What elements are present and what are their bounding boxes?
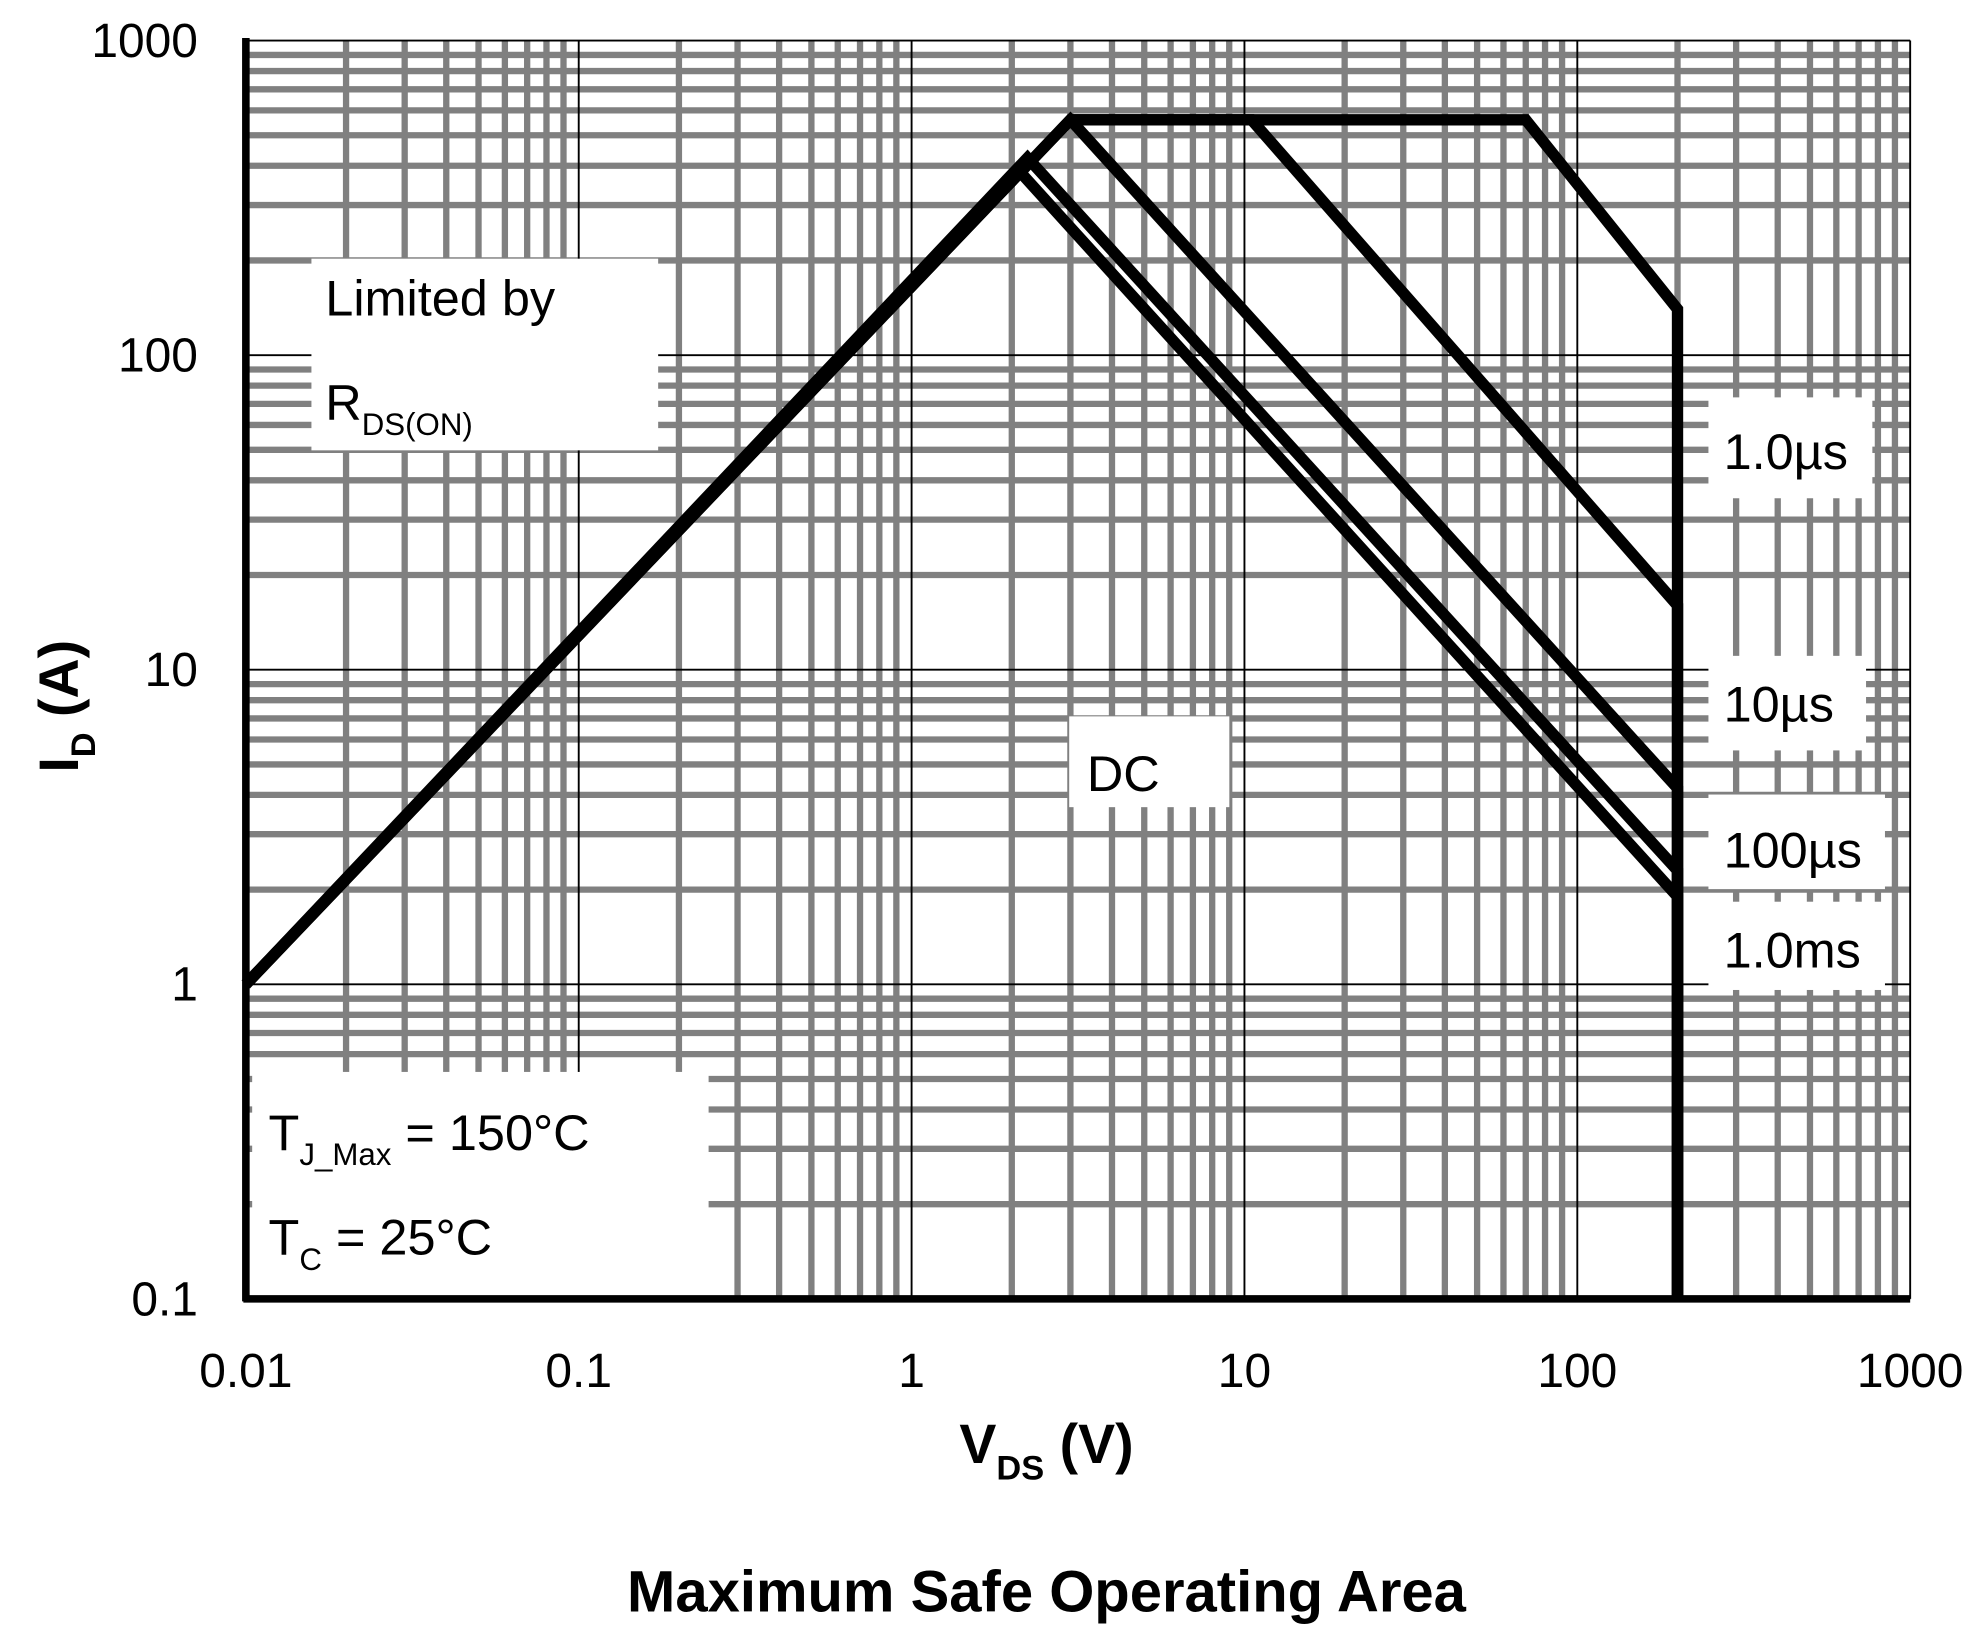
label-box <box>252 1071 709 1297</box>
label-sub: DS <box>996 1449 1044 1487</box>
label-rest: (V) <box>1044 1413 1133 1475</box>
label-text: ID (A) <box>28 640 103 773</box>
label-text: RDS(ON) <box>325 374 473 442</box>
label-text: TJ_Max = 150°C <box>269 1104 590 1172</box>
series-label: 100µs <box>1724 822 1862 879</box>
label-rest: = 150°C <box>391 1104 589 1161</box>
label-text: Limited by <box>325 269 556 326</box>
label-sub: C <box>299 1242 322 1277</box>
label-box <box>1069 716 1230 808</box>
series-label: 10µs <box>1724 675 1834 732</box>
label-main: T <box>269 1209 300 1266</box>
label-box <box>1708 901 1885 990</box>
series-line <box>241 162 1684 1299</box>
label-main: Limited by <box>325 269 556 326</box>
series-label: 1.0ms <box>1724 921 1861 978</box>
label-box <box>1708 794 1885 890</box>
label-main: T <box>269 1104 300 1161</box>
x-tick-label: 1000 <box>1857 1345 1964 1398</box>
x-tick-label: 1 <box>898 1345 925 1398</box>
label-main: I <box>28 757 90 772</box>
label-box <box>311 258 659 451</box>
label-text: TC = 25°C <box>269 1209 493 1277</box>
x-tick-label: 100 <box>1537 1345 1617 1398</box>
label-box <box>1708 655 1867 751</box>
y-tick-label: 1000 <box>91 15 198 68</box>
series-label: 1.0µs <box>1724 423 1848 480</box>
label-rest: = 25°C <box>322 1209 492 1266</box>
y-tick-label: 10 <box>145 644 198 697</box>
y-tick-label: 100 <box>118 330 198 383</box>
label-main: R <box>325 374 361 431</box>
chart-title: Maximum Safe Operating Area <box>627 1561 1467 1625</box>
label-box <box>1708 397 1873 499</box>
label-sub: J_Max <box>299 1137 391 1172</box>
y-tick-label: 0.1 <box>131 1273 198 1326</box>
y-tick-label: 1 <box>171 959 198 1012</box>
label-text: VDS (V) <box>959 1413 1133 1488</box>
label-rest: (A) <box>28 640 90 732</box>
label-sub: D <box>65 732 103 757</box>
series-label: DC <box>1087 745 1160 802</box>
label-sub: DS(ON) <box>362 407 473 442</box>
label-main: V <box>959 1413 996 1475</box>
x-tick-label: 10 <box>1218 1345 1271 1398</box>
x-tick-label: 0.1 <box>545 1345 612 1398</box>
x-tick-label: 0.01 <box>199 1345 292 1398</box>
